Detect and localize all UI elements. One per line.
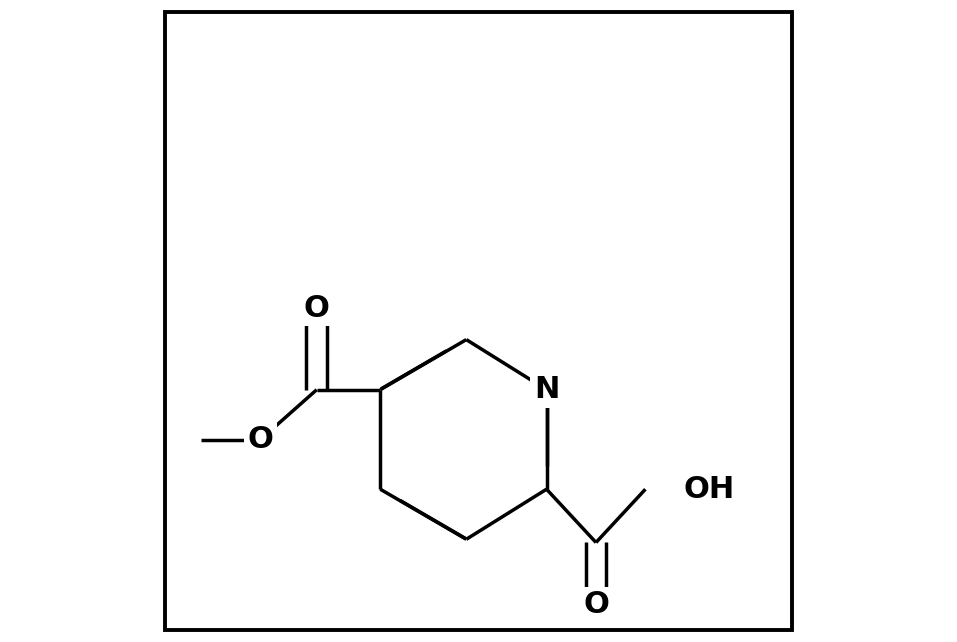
- Text: O: O: [247, 425, 273, 455]
- Text: O: O: [303, 293, 329, 323]
- Text: N: N: [534, 375, 559, 404]
- Text: OH: OH: [684, 474, 735, 504]
- Text: O: O: [583, 590, 609, 620]
